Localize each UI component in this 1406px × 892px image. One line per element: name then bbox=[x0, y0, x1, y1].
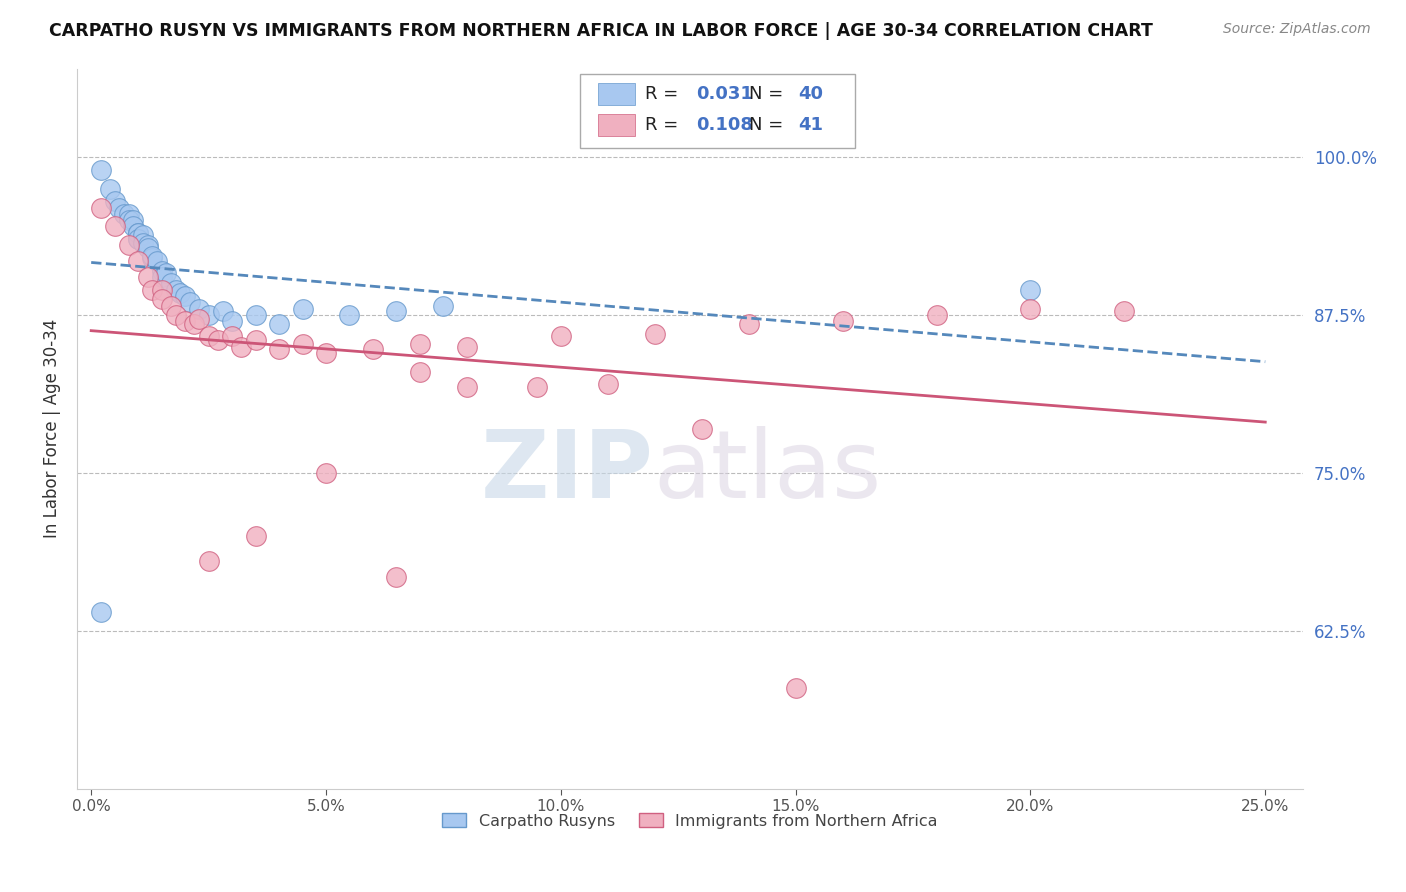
Point bbox=[141, 283, 163, 297]
Point bbox=[104, 194, 127, 209]
Point bbox=[267, 342, 290, 356]
Point bbox=[150, 283, 173, 297]
Point bbox=[160, 299, 183, 313]
Text: N =: N = bbox=[749, 85, 789, 103]
Point bbox=[155, 266, 177, 280]
Point bbox=[165, 308, 187, 322]
Point bbox=[596, 377, 619, 392]
FancyBboxPatch shape bbox=[598, 114, 634, 136]
Point bbox=[526, 380, 548, 394]
Point bbox=[456, 340, 478, 354]
Point bbox=[1019, 301, 1042, 316]
Point bbox=[127, 253, 149, 268]
Point bbox=[141, 251, 163, 265]
Point bbox=[132, 228, 155, 243]
Text: 0.031: 0.031 bbox=[696, 85, 754, 103]
Text: atlas: atlas bbox=[654, 425, 882, 518]
Point bbox=[90, 162, 112, 177]
Point bbox=[136, 241, 159, 255]
Point bbox=[644, 326, 666, 341]
Point bbox=[90, 605, 112, 619]
Point bbox=[1114, 304, 1136, 318]
Point bbox=[409, 337, 432, 351]
Point bbox=[291, 301, 314, 316]
Point bbox=[409, 365, 432, 379]
Point bbox=[169, 286, 191, 301]
Point bbox=[108, 201, 131, 215]
Point bbox=[456, 380, 478, 394]
Text: CARPATHO RUSYN VS IMMIGRANTS FROM NORTHERN AFRICA IN LABOR FORCE | AGE 30-34 COR: CARPATHO RUSYN VS IMMIGRANTS FROM NORTHE… bbox=[49, 22, 1153, 40]
Text: Source: ZipAtlas.com: Source: ZipAtlas.com bbox=[1223, 22, 1371, 37]
Point bbox=[245, 308, 267, 322]
Point bbox=[231, 340, 253, 354]
Point bbox=[361, 342, 384, 356]
Point bbox=[132, 235, 155, 250]
Point bbox=[127, 226, 149, 240]
Point bbox=[150, 264, 173, 278]
Point bbox=[245, 529, 267, 543]
Text: 40: 40 bbox=[797, 85, 823, 103]
Point bbox=[165, 283, 187, 297]
Text: 41: 41 bbox=[797, 116, 823, 134]
Point bbox=[785, 681, 807, 695]
Point bbox=[118, 238, 141, 252]
Point bbox=[150, 270, 173, 285]
FancyBboxPatch shape bbox=[579, 74, 855, 148]
Point bbox=[291, 337, 314, 351]
Point bbox=[221, 329, 243, 343]
Point bbox=[112, 207, 135, 221]
Point bbox=[127, 232, 149, 246]
Text: ZIP: ZIP bbox=[481, 425, 654, 518]
Legend: Carpatho Rusyns, Immigrants from Northern Africa: Carpatho Rusyns, Immigrants from Norther… bbox=[436, 806, 945, 835]
Point bbox=[211, 304, 233, 318]
Point bbox=[118, 213, 141, 227]
Point bbox=[98, 181, 121, 195]
Point bbox=[245, 333, 267, 347]
Point bbox=[127, 226, 149, 240]
Point bbox=[432, 299, 454, 313]
Point bbox=[146, 253, 169, 268]
Point bbox=[831, 314, 853, 328]
Text: R =: R = bbox=[644, 85, 683, 103]
Point bbox=[385, 304, 408, 318]
Point bbox=[197, 308, 219, 322]
Point bbox=[104, 219, 127, 234]
Point bbox=[122, 213, 145, 227]
Point bbox=[221, 314, 243, 328]
Point bbox=[183, 317, 205, 331]
Y-axis label: In Labor Force | Age 30-34: In Labor Force | Age 30-34 bbox=[44, 319, 60, 538]
Text: N =: N = bbox=[749, 116, 789, 134]
Point bbox=[136, 238, 159, 252]
Point bbox=[385, 569, 408, 583]
Point bbox=[150, 292, 173, 306]
Point bbox=[207, 333, 229, 347]
Point bbox=[267, 317, 290, 331]
Point bbox=[188, 301, 211, 316]
Point bbox=[122, 219, 145, 234]
Point bbox=[141, 249, 163, 263]
Point bbox=[315, 466, 337, 480]
Point bbox=[339, 308, 361, 322]
Point bbox=[925, 308, 948, 322]
Text: R =: R = bbox=[644, 116, 683, 134]
Point bbox=[188, 311, 211, 326]
Point bbox=[160, 277, 183, 291]
Point bbox=[174, 289, 197, 303]
Text: 0.108: 0.108 bbox=[696, 116, 754, 134]
Point bbox=[136, 270, 159, 285]
Point bbox=[737, 317, 759, 331]
Point bbox=[315, 346, 337, 360]
Point bbox=[197, 554, 219, 568]
Point bbox=[179, 295, 201, 310]
Point bbox=[197, 329, 219, 343]
Point bbox=[90, 201, 112, 215]
Point bbox=[127, 232, 149, 246]
Point bbox=[690, 422, 713, 436]
FancyBboxPatch shape bbox=[598, 83, 634, 104]
Point bbox=[174, 314, 197, 328]
Point bbox=[118, 207, 141, 221]
Point bbox=[1019, 283, 1042, 297]
Point bbox=[550, 329, 572, 343]
